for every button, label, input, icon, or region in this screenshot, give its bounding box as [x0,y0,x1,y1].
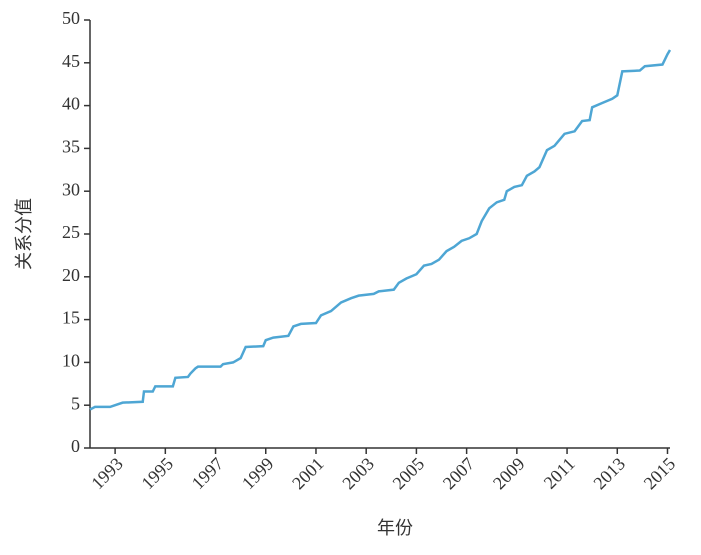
x-tick-label: 1995 [137,454,177,494]
x-tick-label: 2015 [640,454,680,494]
y-tick-label: 15 [62,308,80,328]
x-axis-label: 年份 [377,518,413,538]
x-tick-label: 1999 [238,454,278,494]
y-tick-label: 0 [71,436,80,456]
y-tick-label: 5 [71,393,80,413]
x-tick-label: 1993 [87,454,127,494]
x-tick-label: 1997 [188,454,228,494]
y-tick-label: 35 [62,137,80,157]
x-tick-label: 2003 [338,454,378,494]
y-axis-label: 关系分值 [14,198,34,270]
y-tick-label: 50 [62,8,80,28]
x-tick-label: 2001 [288,454,328,494]
x-tick-label: 2005 [389,454,429,494]
y-tick-label: 20 [62,265,80,285]
x-tick-label: 2009 [489,454,529,494]
y-tick-label: 10 [62,351,80,371]
x-tick-label: 2011 [540,454,579,493]
x-tick-label: 2013 [589,454,629,494]
y-tick-label: 45 [62,51,80,71]
y-tick-label: 30 [62,179,80,199]
y-tick-label: 40 [62,94,80,114]
x-tick-label: 2007 [439,454,479,494]
data-line [89,49,672,411]
y-tick-label: 25 [62,222,80,242]
